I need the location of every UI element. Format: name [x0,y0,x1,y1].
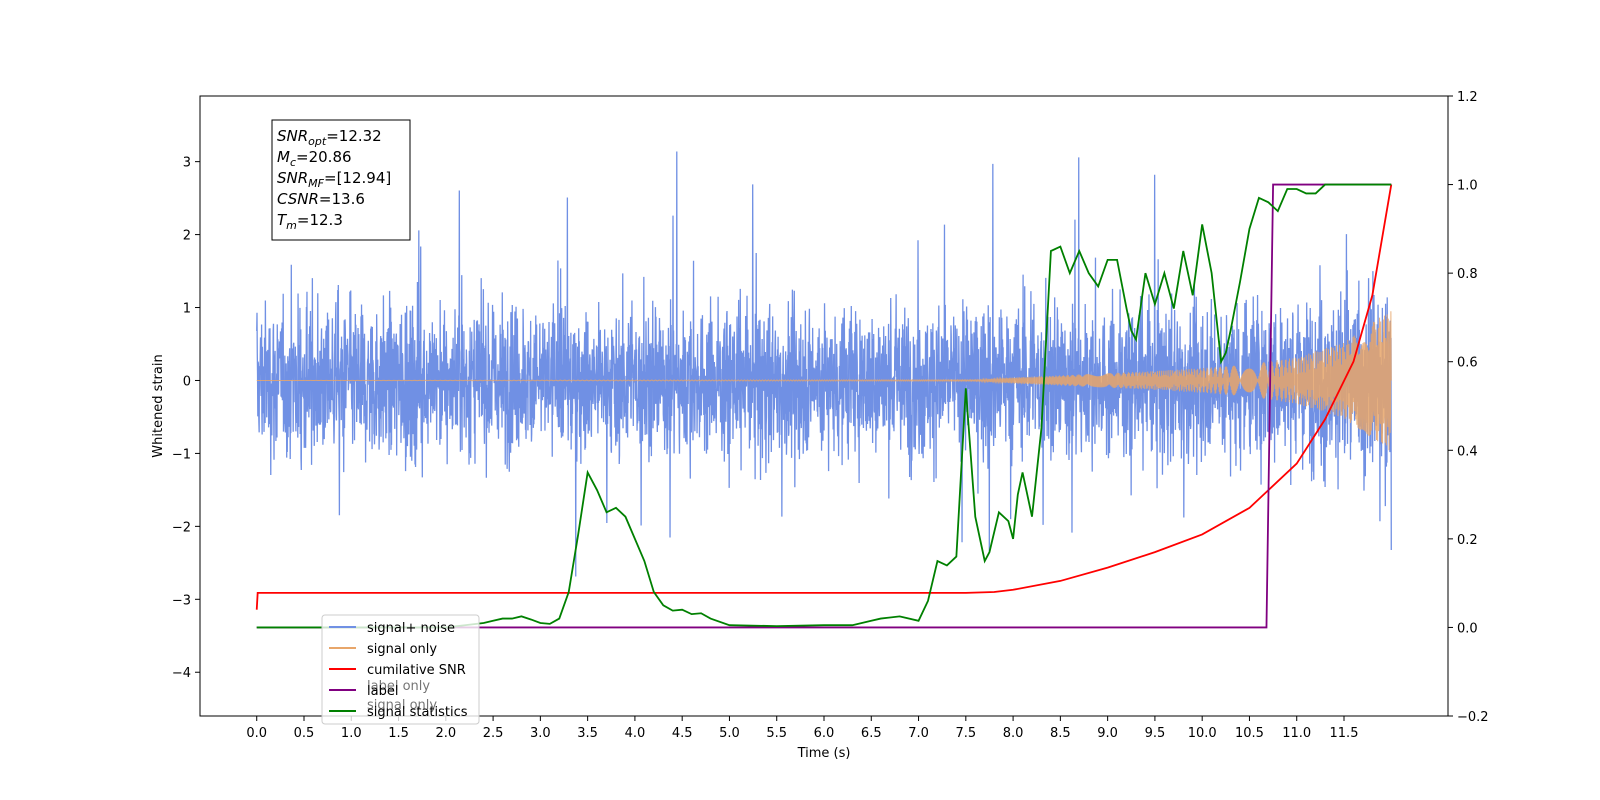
y2-tick-label: 0.6 [1457,356,1478,371]
legend-entry-label: signal+ noise [367,621,455,636]
y2-tick-label: 1.2 [1457,90,1478,105]
x-tick-label: 1.5 [388,726,409,741]
y2-tick-label: 0.2 [1457,533,1478,548]
x-tick-label: 0.5 [294,726,315,741]
y-axis-right: −0.2 0.0 0.2 0.4 0.6 0.8 1.0 1.2 [1448,90,1489,725]
annotation-line: Tm=12.3 [277,211,343,232]
y-tick-label: −1 [172,447,191,462]
y-axis-label: Whitened strain [151,354,166,457]
y2-tick-label: 0.4 [1457,444,1478,459]
x-tick-label: 11.0 [1282,726,1311,741]
x-tick-label: 3.5 [577,726,598,741]
y-axis-left: −4 −3 −2 −1 0 1 2 3 [172,156,200,681]
legend-entry-label: signal statistics [367,705,468,720]
x-tick-label: 10.0 [1188,726,1217,741]
series-layer [255,151,1393,629]
annotation-line: SNRMF=[12.94] [277,169,391,190]
y-tick-label: 3 [183,156,191,171]
x-tick-label: 5.5 [766,726,787,741]
y-tick-label: −2 [172,520,191,535]
x-axis: 0.0 0.5 1.0 1.5 2.0 2.5 3.0 3.5 4.0 4.5 5.0 5.5 6.0 6… [246,716,1358,741]
y2-tick-label: 1.0 [1457,179,1478,194]
y2-tick-label: −0.2 [1457,710,1489,725]
y-tick-label: 2 [183,229,191,244]
x-tick-label: 5.0 [719,726,740,741]
x-tick-label: 2.0 [435,726,456,741]
y2-tick-label: 0.0 [1457,621,1478,636]
x-tick-label: 4.5 [672,726,693,741]
x-tick-label: 6.5 [861,726,882,741]
legend-frame [321,614,480,725]
annotation-line: SNRopt=12.32 [277,127,382,148]
x-tick-label: 2.5 [483,726,504,741]
legend-ghost-text: signal only [367,698,437,713]
x-tick-label: 11.5 [1330,726,1359,741]
y-tick-label: −3 [172,593,191,608]
legend-entry-label: cumilative SNR [367,663,466,678]
series-signal-noise [256,151,1392,577]
x-tick-label: 3.0 [530,726,551,741]
y2-tick-label: 0.8 [1457,267,1478,282]
annotation-line: Mc=20.86 [277,148,352,169]
x-tick-label: 1.0 [341,726,362,741]
annotation-line: CSNR=13.6 [277,190,365,208]
x-tick-label: 7.5 [955,726,976,741]
annotation-frame [271,119,411,241]
x-tick-label: 9.5 [1145,726,1166,741]
legend-entry-label: signal only [367,642,437,657]
legend-ghost-text: label only [367,679,430,694]
x-tick-label: 9.0 [1097,726,1118,741]
x-tick-label: 0.0 [246,726,267,741]
series-signal-only [256,311,1392,451]
stats-annotation-box: SNRopt=12.32Mc=20.86SNRMF=[12.94]CSNR=13… [271,119,411,241]
x-tick-label: 6.0 [814,726,835,741]
x-tick-label: 10.5 [1235,726,1264,741]
y-tick-label: 0 [183,374,191,389]
series-signal-statistics [256,183,1392,629]
legend-entry-label: label [367,684,398,699]
x-axis-label: Time (s) [797,746,851,761]
y-tick-label: 1 [183,302,191,317]
legend: label only signal only signal+ noise signal… [321,614,480,725]
x-tick-label: 4.0 [625,726,646,741]
y-tick-label: −4 [172,666,191,681]
x-tick-label: 7.0 [908,726,929,741]
x-tick-label: 8.0 [1003,726,1024,741]
series-cumilative-snr [255,184,1393,610]
x-tick-label: 8.5 [1050,726,1071,741]
